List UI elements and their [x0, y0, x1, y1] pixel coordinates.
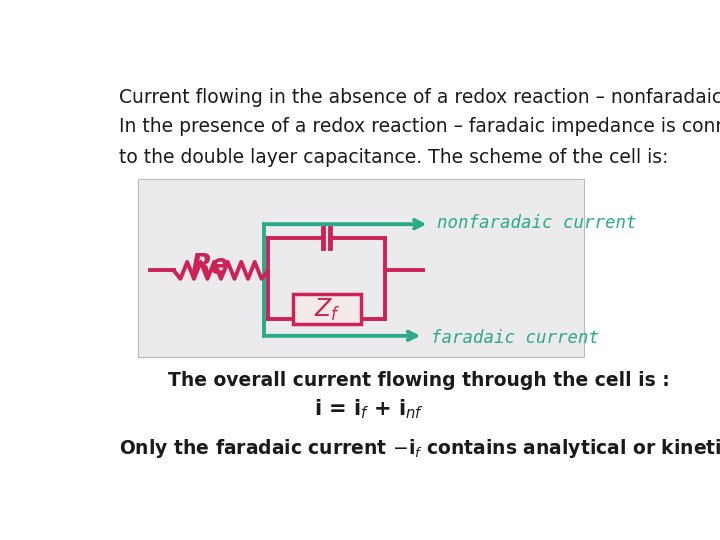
Text: Current flowing in the absence of a redox reaction – nonfaradaic current: Current flowing in the absence of a redo… [120, 88, 720, 107]
Text: Only the faradaic current $-$i$_f$ contains analytical or kinetic information: Only the faradaic current $-$i$_f$ conta… [120, 437, 720, 461]
Text: $Z_f$: $Z_f$ [314, 296, 341, 323]
Text: Re: Re [191, 252, 230, 280]
Bar [293, 294, 361, 323]
Text: In the presence of a redox reaction – faradaic impedance is connected in paralle: In the presence of a redox reaction – fa… [120, 117, 720, 136]
Text: faradaic current: faradaic current [431, 329, 599, 347]
Text: to the double layer capacitance. The scheme of the cell is:: to the double layer capacitance. The sch… [120, 148, 669, 167]
Text: i = i$_f$ + i$_{nf}$: i = i$_f$ + i$_{nf}$ [314, 397, 424, 421]
Text: nonfaradaic current: nonfaradaic current [437, 214, 636, 232]
Text: The overall current flowing through the cell is :: The overall current flowing through the … [168, 372, 670, 390]
Bar [138, 179, 584, 357]
